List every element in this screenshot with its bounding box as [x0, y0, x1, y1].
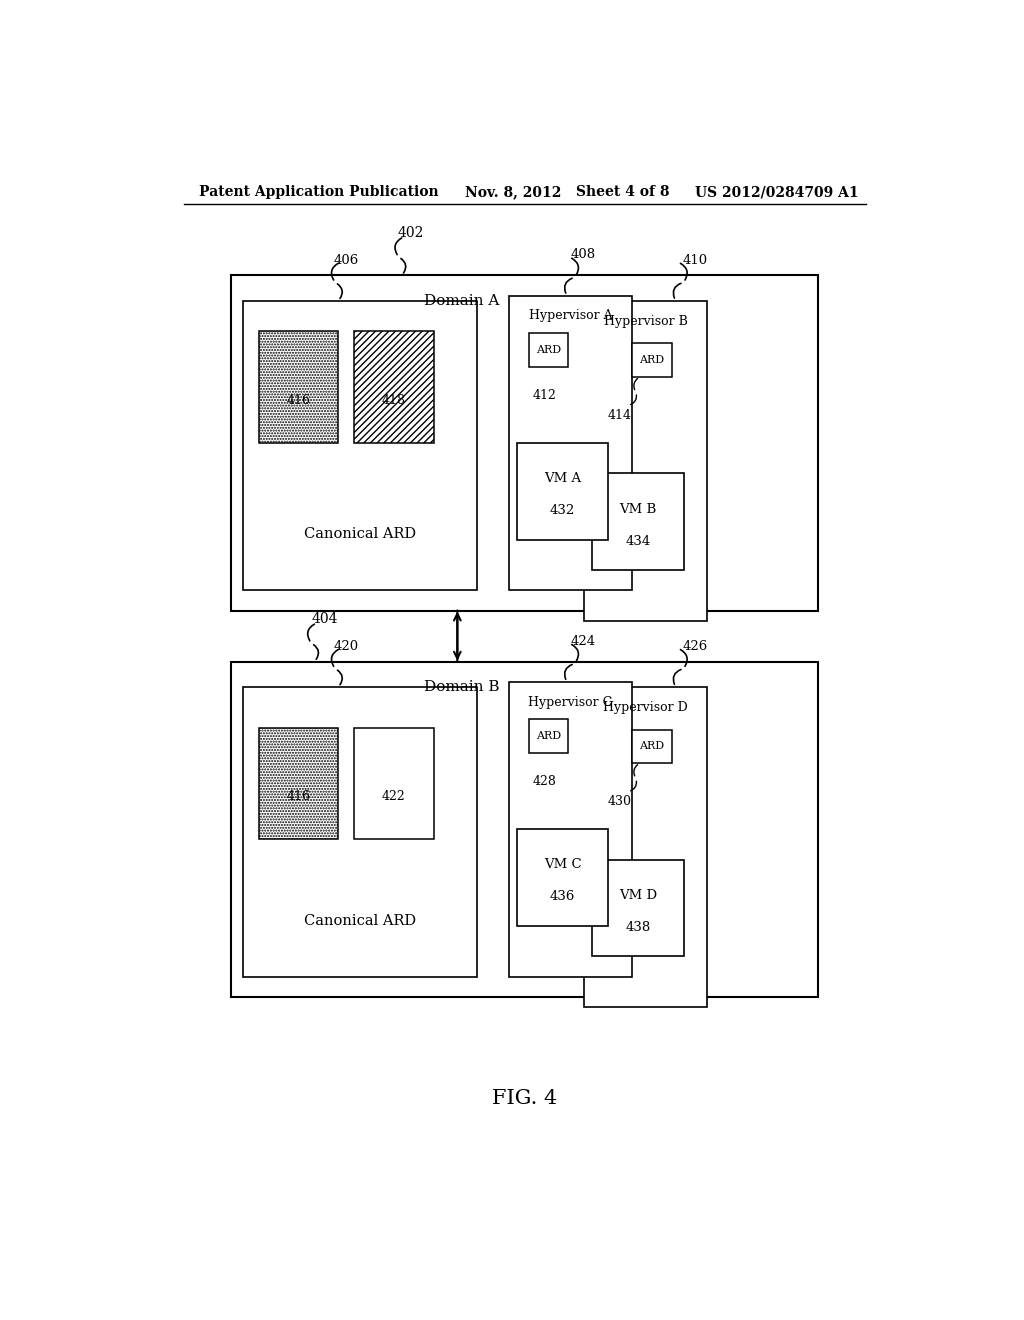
Text: VM D: VM D — [618, 888, 657, 902]
Text: 414: 414 — [608, 409, 632, 422]
Text: 406: 406 — [334, 253, 358, 267]
Text: ARD: ARD — [536, 731, 561, 742]
Text: 434: 434 — [626, 535, 650, 548]
Bar — [243, 686, 477, 977]
Bar — [632, 730, 672, 763]
Bar — [354, 331, 433, 444]
Text: 416: 416 — [287, 393, 310, 407]
Text: 420: 420 — [334, 640, 358, 653]
Text: 422: 422 — [382, 791, 406, 804]
Text: VM B: VM B — [620, 503, 656, 516]
Text: Hypervisor B: Hypervisor B — [604, 314, 688, 327]
Bar — [517, 829, 608, 925]
Bar — [231, 276, 818, 611]
Text: 430: 430 — [608, 795, 632, 808]
Text: Canonical ARD: Canonical ARD — [304, 913, 416, 928]
Text: 438: 438 — [626, 921, 650, 933]
Bar — [509, 296, 632, 590]
Text: ARD: ARD — [536, 345, 561, 355]
Text: VM A: VM A — [544, 473, 581, 486]
Text: US 2012/0284709 A1: US 2012/0284709 A1 — [695, 185, 859, 199]
Bar — [231, 661, 818, 997]
Bar — [354, 727, 433, 840]
Text: 436: 436 — [550, 890, 575, 903]
Text: 410: 410 — [683, 253, 708, 267]
Bar — [632, 343, 672, 378]
Text: 428: 428 — [532, 775, 557, 788]
Bar — [585, 301, 708, 620]
Text: 416: 416 — [287, 791, 310, 804]
Bar — [592, 474, 684, 570]
Text: Hypervisor D: Hypervisor D — [603, 701, 688, 714]
Bar — [592, 859, 684, 956]
Text: ARD: ARD — [639, 742, 665, 751]
Bar — [259, 727, 338, 840]
Text: 424: 424 — [570, 635, 595, 648]
Text: 412: 412 — [532, 388, 557, 401]
Text: Hypervisor C: Hypervisor C — [528, 696, 612, 709]
Text: VM C: VM C — [544, 858, 582, 871]
Text: 404: 404 — [311, 612, 338, 626]
Text: 408: 408 — [570, 248, 595, 261]
Bar — [509, 682, 632, 977]
Bar — [243, 301, 477, 590]
Text: Domain B: Domain B — [424, 680, 499, 694]
Text: 426: 426 — [683, 640, 708, 653]
Text: Nov. 8, 2012: Nov. 8, 2012 — [465, 185, 561, 199]
Bar — [585, 686, 708, 1007]
Text: FIG. 4: FIG. 4 — [493, 1089, 557, 1107]
Text: ARD: ARD — [639, 355, 665, 366]
Text: Canonical ARD: Canonical ARD — [304, 528, 416, 541]
Text: Patent Application Publication: Patent Application Publication — [200, 185, 439, 199]
Text: Domain A: Domain A — [424, 293, 499, 308]
Bar — [528, 719, 568, 752]
Text: 432: 432 — [550, 504, 575, 517]
Bar — [517, 444, 608, 540]
Text: Sheet 4 of 8: Sheet 4 of 8 — [577, 185, 670, 199]
Bar — [259, 331, 338, 444]
Bar — [528, 333, 568, 367]
Text: Hypervisor A: Hypervisor A — [528, 309, 612, 322]
Text: 402: 402 — [397, 226, 424, 240]
Text: 418: 418 — [382, 393, 406, 407]
